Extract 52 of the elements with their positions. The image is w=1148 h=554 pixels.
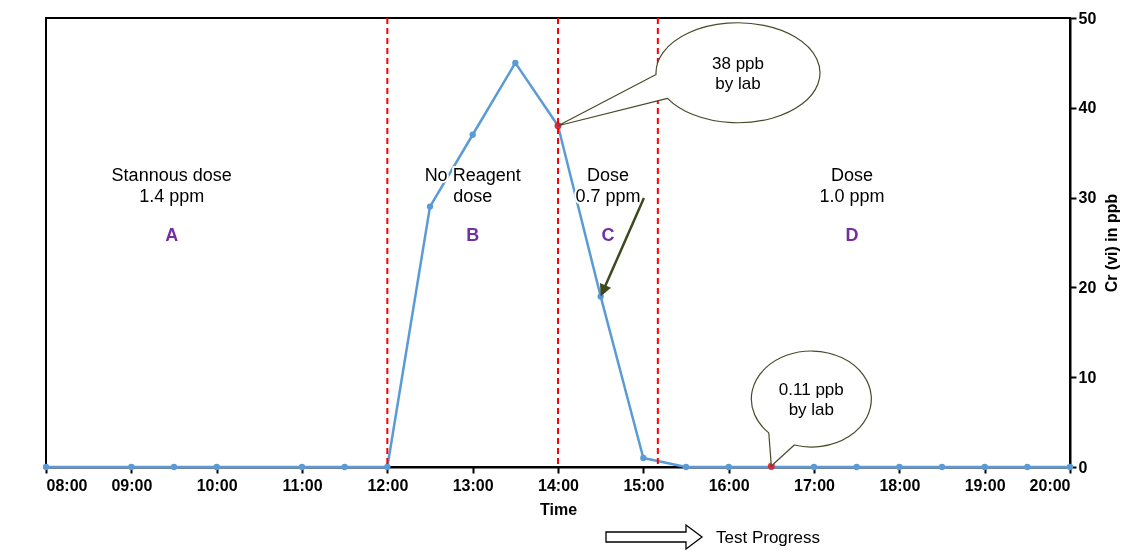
annotation: A	[165, 225, 179, 246]
annotation: D	[845, 225, 859, 246]
annotation: 38 ppb by lab	[712, 53, 764, 93]
x-tick-label: 14:00	[538, 476, 580, 494]
y-tick-label: 40	[1078, 99, 1097, 117]
x-tick-label: 19:00	[964, 476, 1006, 494]
point	[640, 454, 647, 462]
point	[1024, 463, 1031, 471]
y-axis-title: Cr (vi) in ppb	[1103, 193, 1121, 293]
y-tick-label: 20	[1078, 278, 1097, 296]
text: Test Progress	[716, 527, 820, 547]
x-tick-label: 15:00	[623, 476, 665, 494]
point	[213, 463, 220, 471]
point	[341, 463, 348, 471]
x-tick-label: 10:00	[196, 476, 238, 494]
annotation: Stannous dose 1.4 ppm	[111, 164, 232, 207]
x-tick-label: 12:00	[367, 476, 409, 494]
point	[170, 463, 178, 471]
x-axis-title: Time	[539, 500, 578, 518]
x-tick-label: 18:00	[879, 476, 921, 494]
y-tick-label: 50	[1078, 9, 1097, 27]
annotation: Dose 1.0 ppm	[819, 164, 885, 207]
point	[42, 463, 50, 471]
annotation: B	[466, 225, 480, 246]
x-tick-label: 11:00	[282, 476, 323, 494]
y-tick-label: 0	[1078, 458, 1088, 476]
x-tick-label: 08:00	[46, 476, 88, 494]
annotation: 0.11 ppb by lab	[778, 379, 844, 420]
x-tick-label: 16:00	[708, 476, 750, 494]
y-tick-label: 30	[1078, 189, 1097, 207]
point	[384, 463, 391, 471]
point	[981, 463, 988, 471]
point	[469, 131, 476, 138]
point	[853, 463, 860, 471]
x-tick-label: 17:00	[794, 476, 836, 494]
x-tick-label: 09:00	[111, 476, 153, 494]
point	[298, 463, 306, 471]
point	[1066, 463, 1074, 471]
annotation: Dose 0.7 ppm	[575, 164, 641, 207]
point	[938, 463, 946, 471]
point	[128, 463, 135, 471]
annotation: No Reagent dose	[424, 164, 521, 207]
point	[426, 203, 434, 210]
point	[512, 59, 519, 67]
x-tick-label: 20:00	[1029, 476, 1071, 494]
annotation: C	[601, 225, 615, 246]
y-tick-label: 10	[1078, 368, 1097, 386]
x-tick-label: 13:00	[452, 476, 494, 494]
point	[725, 463, 732, 471]
point	[810, 463, 818, 471]
point	[682, 463, 690, 471]
point	[896, 463, 903, 471]
